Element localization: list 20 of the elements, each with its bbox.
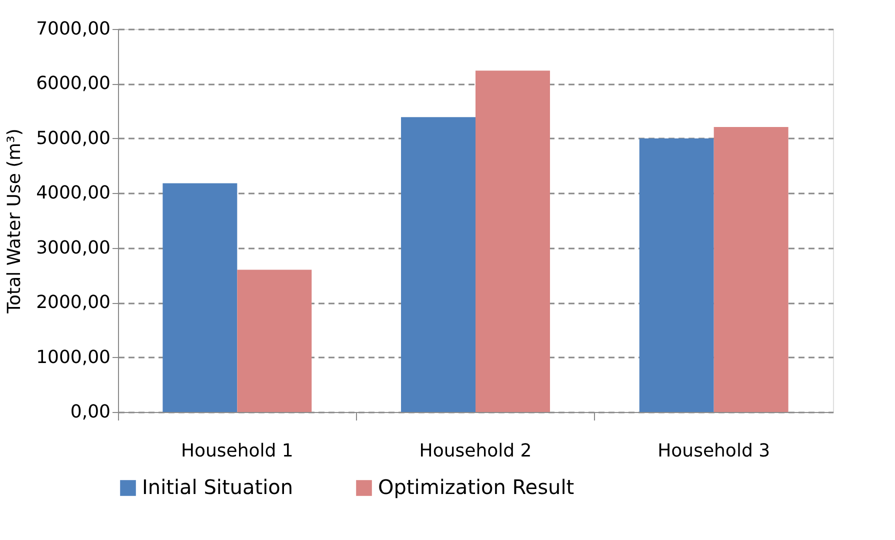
bar xyxy=(401,117,476,412)
y-axis-title: Total Water Use (m³) xyxy=(4,128,26,314)
x-tick-label: Household 3 xyxy=(658,440,770,462)
y-tick-label: 2000,00 xyxy=(36,292,110,314)
x-tick-label: Household 2 xyxy=(419,440,532,462)
legend-label: Optimization Result xyxy=(378,475,574,499)
y-tick-label: 5000,00 xyxy=(36,128,110,149)
x-tick-label: Household 1 xyxy=(180,440,294,462)
bar xyxy=(476,70,550,412)
y-tick-label: 1000,00 xyxy=(36,346,110,368)
y-tick-label: 3000,00 xyxy=(36,237,110,258)
bar xyxy=(639,138,714,412)
bar xyxy=(237,270,312,412)
bar xyxy=(162,183,238,412)
y-tick-label: 6000,00 xyxy=(36,73,110,94)
y-tick-label: 4000,00 xyxy=(36,182,110,204)
bar xyxy=(714,126,788,412)
y-tick-label: 0,00 xyxy=(70,402,110,422)
y-tick-label: 7000,00 xyxy=(36,18,110,40)
legend-label: Initial Situation xyxy=(142,475,294,499)
